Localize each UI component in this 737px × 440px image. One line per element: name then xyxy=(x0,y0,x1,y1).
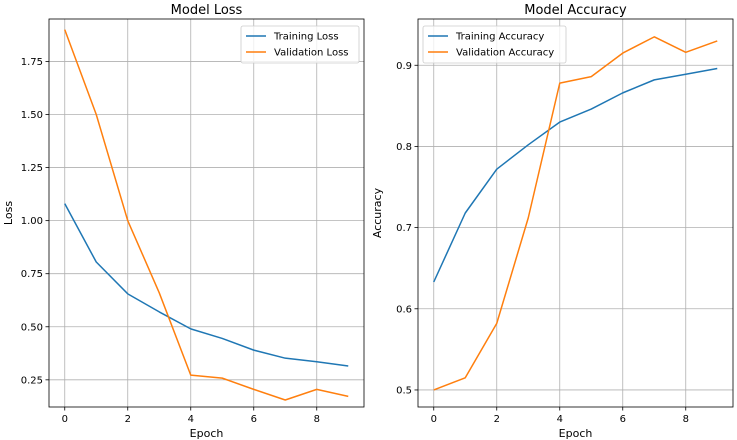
chart-title: Model Accuracy xyxy=(524,3,627,18)
series-line-validation-loss xyxy=(64,29,349,401)
x-tick-label: 2 xyxy=(494,414,500,425)
y-tick-label: 0.9 xyxy=(396,61,412,72)
y-axis-label: Accuracy xyxy=(371,187,384,238)
y-tick-label: 0.5 xyxy=(396,385,412,396)
y-tick-label: 1.75 xyxy=(21,57,43,68)
plot-frame xyxy=(48,18,365,408)
y-tick-label: 1.25 xyxy=(21,163,43,174)
y-tick-label: 1.50 xyxy=(21,110,43,121)
accuracy-chart-panel: Model Accuracy Epoch Accuracy 0 2 4 6 8 0.5 0.… xyxy=(371,3,734,440)
series-line-validation-accuracy xyxy=(433,36,718,391)
chart-title: Model Loss xyxy=(171,3,243,18)
x-tick-label: 8 xyxy=(314,414,320,425)
legend-label: Training Accuracy xyxy=(455,32,544,43)
x-axis-label: Epoch xyxy=(559,427,593,440)
x-tick-label: 0 xyxy=(431,414,437,425)
legend-label: Training Loss xyxy=(273,32,339,43)
plot-frame xyxy=(417,18,734,408)
x-tick-label: 4 xyxy=(188,414,194,425)
y-tick-label: 0.50 xyxy=(21,322,43,333)
y-tick-label: 0.7 xyxy=(396,223,412,234)
legend: Training Loss Validation Loss xyxy=(240,25,360,64)
x-tick-label: 8 xyxy=(683,414,689,425)
series-line-training-loss xyxy=(64,203,349,367)
x-tick-label: 6 xyxy=(251,414,257,425)
grid xyxy=(49,19,364,407)
x-tick-label: 2 xyxy=(125,414,131,425)
series-line-training-accuracy xyxy=(433,67,718,283)
legend-label: Validation Accuracy xyxy=(456,48,554,59)
legend-box xyxy=(240,25,360,64)
loss-chart-panel: Model Loss Epoch Loss 0 2 4 6 8 0.25 0.50 0.75 1… xyxy=(2,3,365,440)
x-tick-label: 4 xyxy=(557,414,563,425)
x-tick-label: 0 xyxy=(62,414,68,425)
legend-label: Validation Loss xyxy=(274,48,349,59)
legend-box xyxy=(422,25,567,64)
x-axis-label: Epoch xyxy=(190,427,224,440)
y-axis-label: Loss xyxy=(2,201,15,225)
y-tick-label: 1.00 xyxy=(21,216,43,227)
y-tick-label: 0.25 xyxy=(21,375,43,386)
y-tick-label: 0.75 xyxy=(21,269,43,280)
y-tick-label: 0.8 xyxy=(396,142,412,153)
x-tick-label: 6 xyxy=(620,414,626,425)
y-tick-label: 0.6 xyxy=(396,304,412,315)
legend: Training Accuracy Validation Accuracy xyxy=(422,25,567,64)
